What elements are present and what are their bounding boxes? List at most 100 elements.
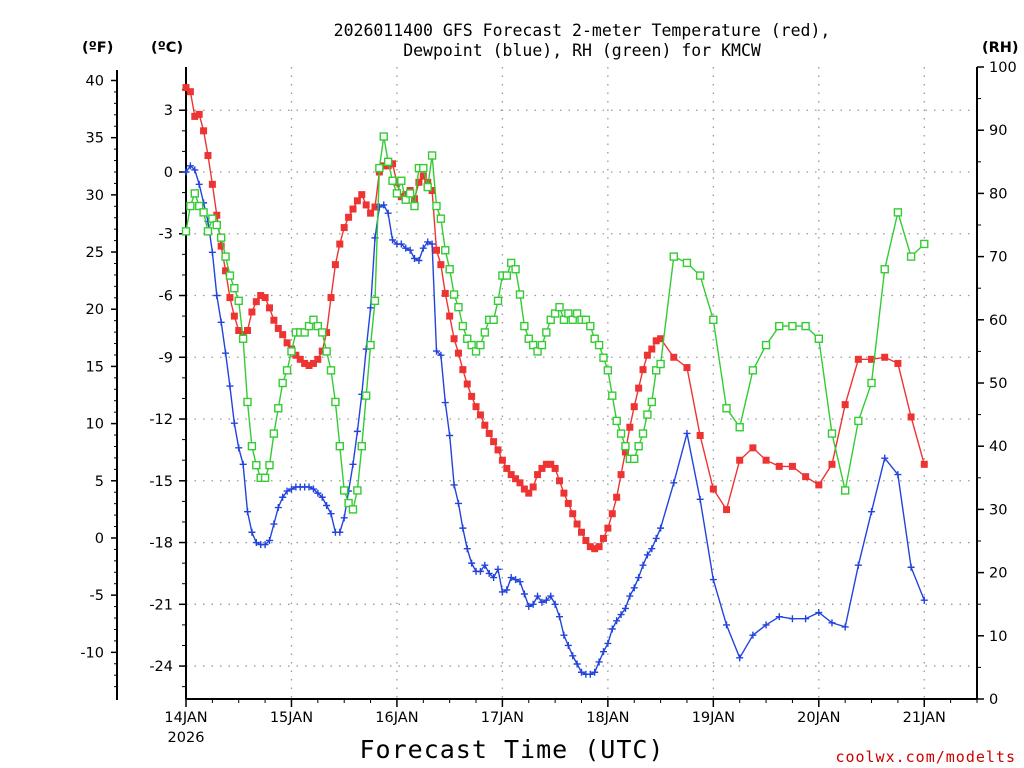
temperature-point-2 [191,112,199,120]
time-tick-label-6: 20JAN [797,710,840,726]
rh-point-11 [230,284,239,293]
dewpoint-point-90 [578,668,585,676]
temperature-point-52 [411,195,419,203]
rh-point-34 [331,397,340,407]
f-tick-label-6: 10 [86,417,104,433]
rh-point-79 [528,340,538,350]
rh-point-113 [722,404,731,413]
rh-point-76 [515,290,525,299]
temperature-point-63 [459,366,467,374]
fahrenheit-axis-ticks: 40 35 30 25 20 15 10 5 0 -5 -10 [80,73,117,688]
dewpoint-point-46 [384,209,392,217]
rh-point-65 [467,340,476,350]
dewpoint-point-112 [709,576,717,584]
temperature-point-92 [586,543,594,551]
rh-point-15 [247,442,257,451]
temperature-point-67 [476,411,484,419]
temperature-point-73 [503,464,511,472]
dewpoint-point-113 [723,621,731,629]
dewpoint-point-119 [802,615,810,623]
dewpoint-point-53 [415,257,423,265]
dewpoint-point-63 [459,524,467,532]
temperature-point-29 [309,359,317,367]
rh-point-54 [419,163,428,173]
rh-tick-label-9: 10 [989,629,1007,645]
dewpoint-point-19 [265,536,273,544]
dewpoint-point-71 [494,565,502,573]
temperature-point-25 [292,351,300,359]
dewpoint-point-47 [389,236,397,244]
rh-point-123 [854,416,863,426]
temperature-point-97 [608,510,616,518]
temperature-point-65 [468,392,476,400]
rh-point-35 [335,442,345,451]
rh-point-47 [388,176,397,185]
dewpoint-point-77 [520,590,528,598]
temperature-point-115 [749,444,757,452]
dewpoint-point-75 [512,576,520,584]
temperature-point-21 [274,324,282,332]
rh-point-24 [287,347,296,356]
time-tick-label-5: 19JAN [692,710,735,726]
temperature-point-12 [235,327,243,335]
f-tick-label-3: 25 [86,245,104,261]
rh-point-28 [304,321,314,331]
dewpoint-point-60 [446,431,454,439]
rh-point-0 [181,227,191,236]
time-tick-label-1: 15JAN [270,710,313,726]
dewpoint-point-97 [608,625,616,633]
dewpoint-point-21 [274,504,282,512]
temperature-point-111 [696,431,704,439]
dewpoint-point-98 [613,617,621,625]
temperature-point-34 [331,261,339,269]
data-series [181,84,929,678]
temperature-point-126 [894,359,902,367]
temperature-point-47 [389,160,397,168]
temperature-point-94 [595,543,603,551]
temperature-point-124 [868,355,876,363]
temperature-point-82 [542,460,550,468]
f-tick-label-10: -10 [80,645,104,661]
rh-unit-label: (RH) [982,40,1019,56]
rh-point-128 [920,239,929,249]
temperature-point-119 [802,473,810,481]
dewpoint-point-36 [340,514,348,522]
dewpoint-point-128 [920,596,928,604]
rh-point-52 [410,201,419,211]
rh-point-92 [586,321,595,331]
temperature-point-110 [683,364,691,372]
rh-point-20 [269,429,279,438]
temperature-point-42 [367,209,375,217]
dewpoint-point-108 [657,524,665,532]
dewpoint-point-65 [468,559,476,567]
rh-tick-label-5: 50 [989,376,1007,392]
dewpoint-point-110 [683,429,691,437]
rh-point-44 [375,163,384,173]
celsius-unit-label: (ºC) [151,40,183,56]
dewpoint-point-44 [375,203,383,211]
temperature-point-66 [472,403,480,411]
dewpoint-point-83 [547,592,555,600]
dewpoint-point-117 [775,613,783,621]
temperature-point-113 [723,506,731,514]
rh-point-106 [647,397,657,407]
dewpoint-point-72 [498,588,506,596]
dewpoint-point-31 [318,493,326,501]
temperature-point-103 [635,384,643,392]
temperature-point-127 [907,413,915,421]
dewpoint-point-94 [595,658,603,666]
rh-point-5 [203,227,213,236]
rh-point-104 [638,429,648,438]
dewpoint-point-18 [261,541,269,549]
rh-tick-label-0: 100 [989,60,1017,76]
dewpoint-point-22 [279,493,287,501]
rh-point-83 [546,315,555,324]
temperature-point-100 [621,448,629,456]
dewpoint-point-99 [617,611,625,619]
rh-point-23 [282,366,292,375]
x-axis-label: Forecast Time (UTC) [360,735,665,764]
rh-point-74 [506,258,516,268]
dewpoint-point-86 [560,631,568,639]
dewpoint-point-124 [868,508,876,516]
rh-point-1 [186,201,195,211]
